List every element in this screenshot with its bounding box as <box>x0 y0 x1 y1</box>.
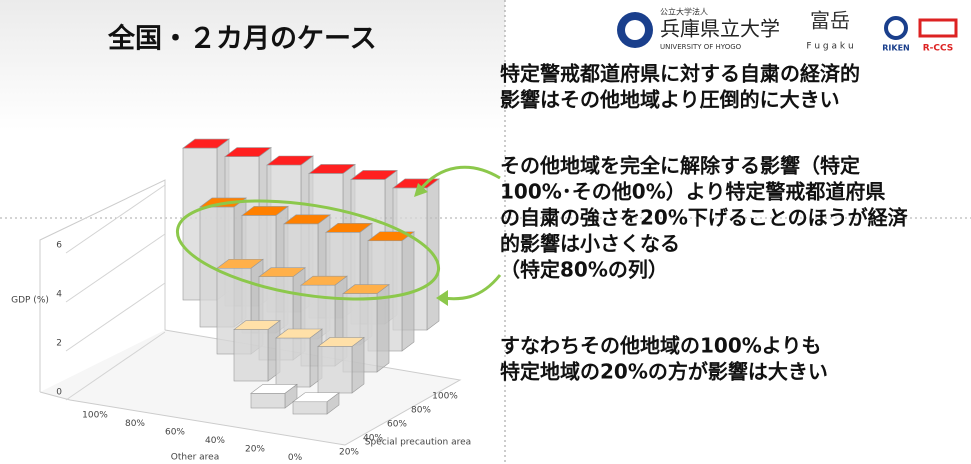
title: 全国・２カ月のケース <box>107 23 377 55</box>
bar-top <box>283 214 331 225</box>
bar-front <box>275 337 311 388</box>
message-line: 特定地域の20%の方が影響は大きい <box>500 360 828 384</box>
logo-text: 富岳 <box>810 9 850 33</box>
bar-front <box>250 392 286 409</box>
logo-text: RIKEN <box>882 44 910 53</box>
x-axis-label: Other area <box>171 453 220 463</box>
x-tick-label: 60% <box>165 428 185 438</box>
bar <box>233 319 281 382</box>
logo-text: 公立大学法人 <box>660 7 708 17</box>
arrow-head <box>436 290 448 306</box>
bar-top <box>275 328 323 339</box>
logo <box>884 16 908 40</box>
message-line: 100%･その他0%）より特定警戒都道府県 <box>500 180 885 204</box>
message-line: （特定80%の列） <box>500 258 668 282</box>
title-band <box>0 0 505 130</box>
x-tick-label: 80% <box>125 419 145 429</box>
grid-line <box>65 184 166 254</box>
bar-side <box>351 336 365 394</box>
y-tick-label: 0 <box>56 388 62 398</box>
message-line: その他地域を完全に解除する影響（特定 <box>500 154 860 178</box>
bar-front <box>233 329 269 382</box>
bar-top <box>182 138 230 149</box>
message-line: すなわちその他地域の100%よりも <box>500 334 821 358</box>
arrow <box>418 165 501 191</box>
y-tick-label: 4 <box>56 290 62 300</box>
highlight-ellipse <box>175 199 441 301</box>
arrow-head <box>414 183 428 197</box>
bar-top <box>224 147 272 157</box>
x-tick-label: 20% <box>245 445 265 455</box>
z-tick-label: 80% <box>411 406 431 416</box>
z-tick-label: 40% <box>363 434 383 444</box>
z-tick-label: 60% <box>387 420 407 430</box>
bar-front <box>317 346 353 394</box>
logo-text: UNIVERSITY OF HYOGO <box>660 43 742 51</box>
logo-text: R-CCS <box>923 44 954 54</box>
y-tick-label: 2 <box>56 339 62 349</box>
grid-line <box>65 282 166 352</box>
logo <box>625 20 645 40</box>
chart: 0 2 4 6 GDP (%) Other area Special precaution … <box>11 138 471 463</box>
y-axis-label: GDP (%) <box>11 296 49 306</box>
bar-top <box>266 155 314 166</box>
bar-top <box>292 392 340 403</box>
x-tick-label: 40% <box>205 436 225 446</box>
message-line: 特定警戒都道府県に対する自粛の経済的 <box>500 62 860 86</box>
bar-top <box>350 170 398 180</box>
bar-top <box>308 164 356 174</box>
axis-wall <box>39 179 166 392</box>
logo-text: F u g a k u <box>806 42 853 52</box>
bar-front <box>292 401 328 415</box>
z-axis-label: Special precaution area <box>365 438 471 448</box>
bar-top <box>233 320 281 330</box>
bar-top <box>300 275 348 286</box>
bar <box>250 383 298 409</box>
x-tick-label: 100% <box>82 411 108 421</box>
bar <box>317 336 365 394</box>
x-tick-label: 0% <box>288 453 303 463</box>
bar-top <box>250 383 298 394</box>
logo <box>918 18 958 38</box>
message-line: 的影響は小さくなる <box>500 232 680 256</box>
arrow <box>441 274 502 301</box>
bar <box>275 328 323 388</box>
bar <box>292 392 340 415</box>
logo-text: 兵庫県立大学 <box>660 17 780 41</box>
message-line: 影響はその他地域より圧倒的に大きい <box>500 88 840 112</box>
bar-top <box>325 223 373 233</box>
y-tick-label: 6 <box>56 241 62 251</box>
bar-top <box>241 206 289 216</box>
bar-top <box>258 267 306 278</box>
bar-top <box>216 258 264 269</box>
bar-top <box>367 231 415 242</box>
bar-top <box>317 337 365 347</box>
bar-top <box>342 284 390 294</box>
z-tick-label: 20% <box>339 448 359 458</box>
grid-line <box>65 331 166 401</box>
grid-line <box>65 233 166 303</box>
message-line: の自粛の強さを20%下げることのほうが経済 <box>500 206 909 230</box>
z-tick-label: 100% <box>432 392 458 402</box>
